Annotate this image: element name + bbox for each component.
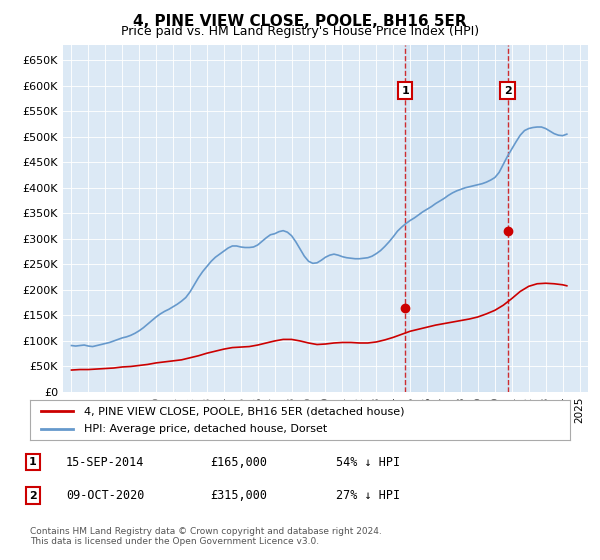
Text: 1: 1 — [29, 457, 37, 467]
Text: 4, PINE VIEW CLOSE, POOLE, BH16 5ER: 4, PINE VIEW CLOSE, POOLE, BH16 5ER — [133, 14, 467, 29]
Text: 2: 2 — [29, 491, 37, 501]
Text: £315,000: £315,000 — [210, 489, 267, 502]
Bar — [405, 45, 508, 392]
Text: HPI: Average price, detached house, Dorset: HPI: Average price, detached house, Dors… — [84, 423, 327, 433]
Text: 27% ↓ HPI: 27% ↓ HPI — [336, 489, 400, 502]
Text: 09-OCT-2020: 09-OCT-2020 — [66, 489, 145, 502]
Text: £165,000: £165,000 — [210, 455, 267, 469]
Text: 4, PINE VIEW CLOSE, POOLE, BH16 5ER (detached house): 4, PINE VIEW CLOSE, POOLE, BH16 5ER (det… — [84, 407, 404, 417]
Text: 2: 2 — [503, 86, 511, 96]
Text: 54% ↓ HPI: 54% ↓ HPI — [336, 455, 400, 469]
Text: 1: 1 — [401, 86, 409, 96]
Text: 15-SEP-2014: 15-SEP-2014 — [66, 455, 145, 469]
Text: Contains HM Land Registry data © Crown copyright and database right 2024.
This d: Contains HM Land Registry data © Crown c… — [30, 526, 382, 546]
Text: Price paid vs. HM Land Registry's House Price Index (HPI): Price paid vs. HM Land Registry's House … — [121, 25, 479, 38]
